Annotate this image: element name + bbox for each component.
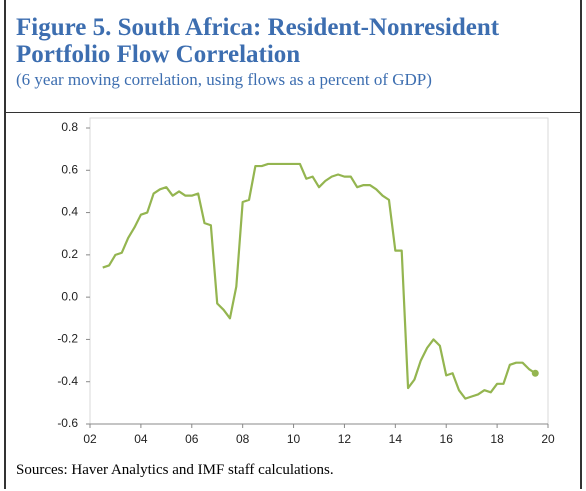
y-tick-label: -0.4 xyxy=(57,374,78,388)
source-note: Sources: Haver Analytics and IMF staff c… xyxy=(16,462,334,478)
x-tick-label: 06 xyxy=(185,432,199,446)
plot-frame xyxy=(89,117,549,425)
y-tick-label: 0.4 xyxy=(61,205,78,219)
x-tick-label: 20 xyxy=(541,432,555,446)
end-marker xyxy=(531,369,539,377)
x-tick-label: 14 xyxy=(389,432,403,446)
x-tick-label: 08 xyxy=(236,432,250,446)
y-tick-label: -0.6 xyxy=(57,416,78,430)
x-tick-label: 16 xyxy=(440,432,454,446)
chart: -0.6 -0.4 -0.2 0.0 0.2 0.4 0.6 0.8 02 04 06 08 10 12 1… xyxy=(57,117,555,446)
y-tick-label: 0.2 xyxy=(61,247,78,261)
y-tick-label: 0.6 xyxy=(61,162,78,176)
y-tick-label: 0.0 xyxy=(61,289,78,303)
frame xyxy=(4,0,582,489)
chart-subtitle: (6 year moving correlation, using flows … xyxy=(16,70,432,89)
y-tick-label: 0.8 xyxy=(61,120,78,134)
divider xyxy=(4,112,580,113)
x-tick-label: 12 xyxy=(338,432,352,446)
chart-title: Figure 5. South Africa: Resident-Nonresi… xyxy=(16,14,500,68)
x-tick-label: 04 xyxy=(134,432,148,446)
x-tick-label: 18 xyxy=(490,432,504,446)
x-tick-label: 10 xyxy=(287,432,301,446)
y-tick-label: -0.2 xyxy=(57,332,78,346)
series-line xyxy=(102,162,536,400)
x-tick-label: 02 xyxy=(83,432,97,446)
